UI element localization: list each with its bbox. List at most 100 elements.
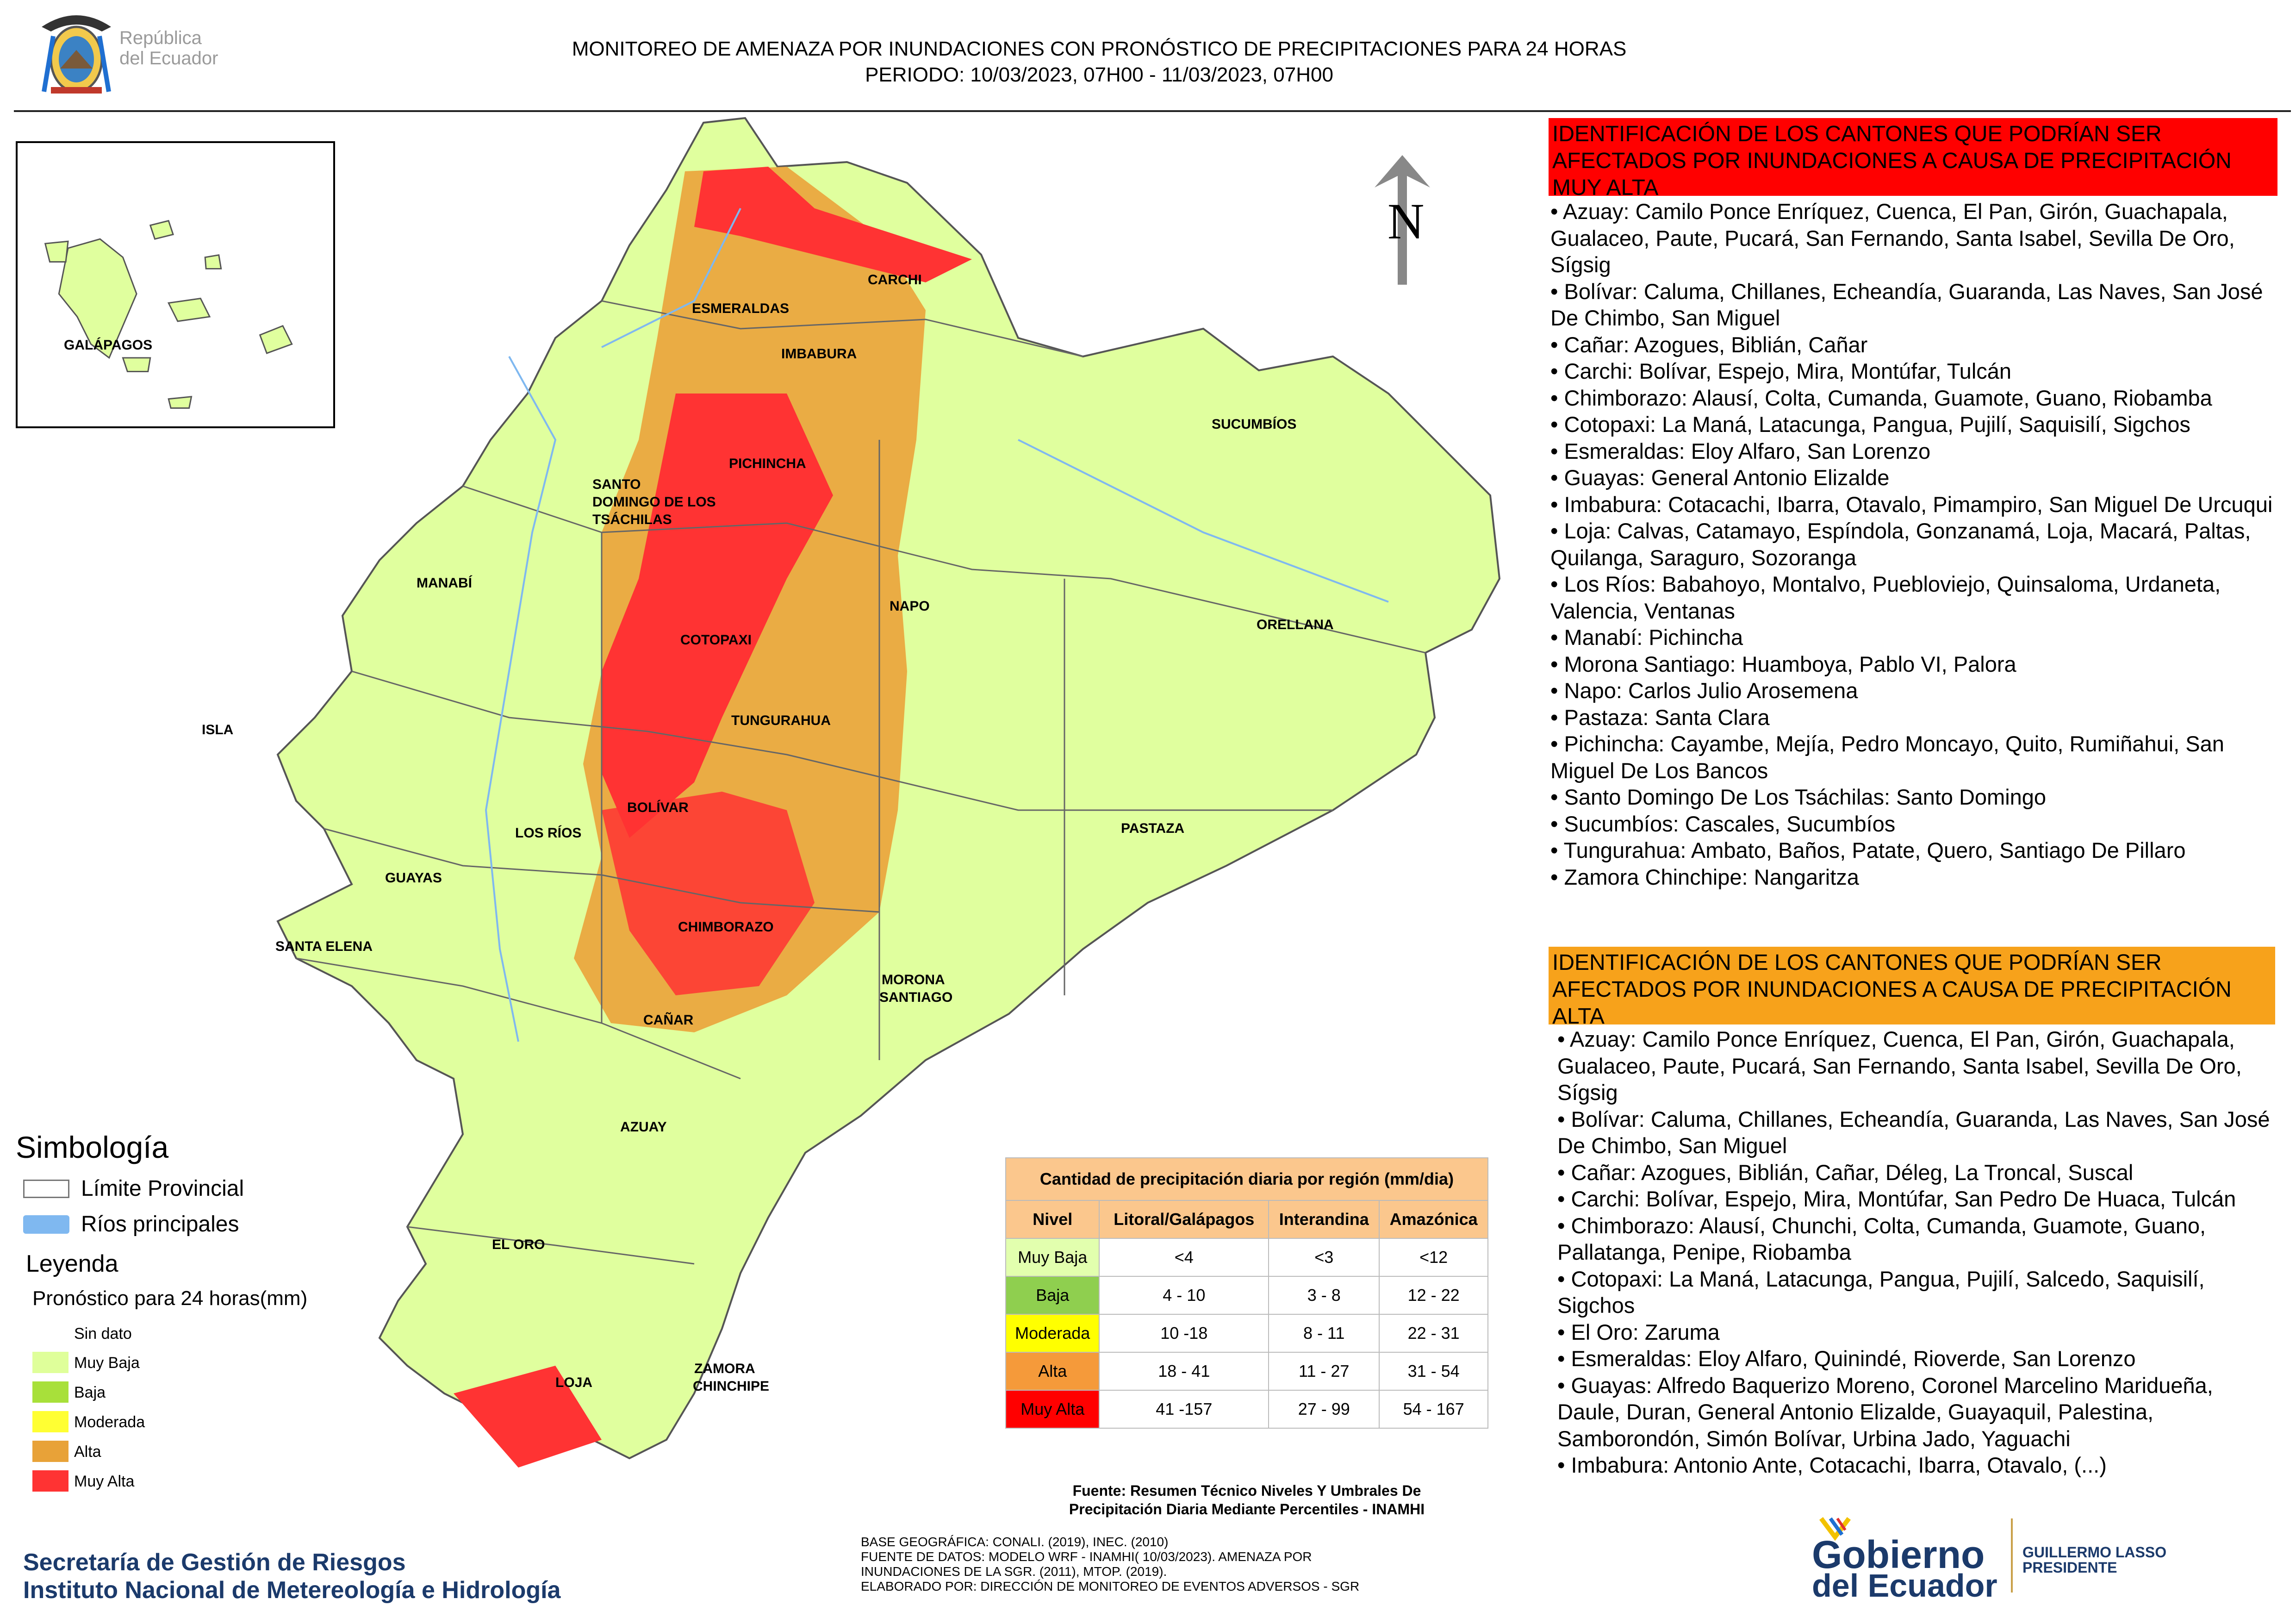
nivel-cell: Muy Alta — [1005, 1390, 1100, 1429]
list-item: • Chimborazo: Alausí, Chunchi, Colta, Cu… — [1557, 1213, 2206, 1265]
list-item: • Carchi: Bolívar, Espejo, Mira, Montúfa… — [1550, 359, 2012, 383]
map-label: MANABÍ — [417, 575, 472, 591]
table-cell: 4 - 10 — [1099, 1276, 1269, 1315]
map-label: TSÁCHILAS — [592, 512, 672, 527]
list-item: • El Oro: Zaruma — [1557, 1319, 1720, 1344]
list-item: • Tungurahua: Ambato, Baños, Patate, Que… — [1550, 838, 2186, 862]
map-label-galapagos: GALÁPAGOS — [64, 337, 153, 353]
limite-label: Límite Provincial — [81, 1176, 244, 1201]
pronostico-title: Pronóstico para 24 horas(mm) — [32, 1287, 308, 1310]
list-item: • Imbabura: Antonio Ante, Cotacachi, Iba… — [1557, 1453, 2107, 1477]
table-cell: 27 - 99 — [1268, 1390, 1380, 1429]
class-swatch-muy-alta — [32, 1470, 68, 1492]
list-item: • Guayas: General Antonio Elizalde — [1550, 465, 1890, 490]
simbologia-title: Simbología — [16, 1130, 169, 1164]
map-label: ESMERALDAS — [692, 301, 790, 316]
map-label: PICHINCHA — [729, 456, 806, 471]
precipitation-table: Cantidad de precipitación diaria por reg… — [1005, 1157, 1488, 1429]
map-label: CHINCHIPE — [693, 1379, 770, 1394]
map-label: SANTIAGO — [879, 990, 953, 1005]
list-item: • Pastaza: Santa Clara — [1550, 705, 1770, 730]
table-row: Moderada 10 -18 8 - 11 22 - 31 — [1005, 1314, 1488, 1353]
map-title: MONITOREO DE AMENAZA POR INUNDACIONES CO… — [572, 37, 1627, 86]
map-label: NAPO — [890, 599, 930, 614]
class-label: Moderada — [74, 1413, 145, 1431]
table-source: Fuente: Resumen Técnico Niveles Y Umbral… — [1069, 1482, 1425, 1518]
table-row: Muy Alta 41 -157 27 - 99 54 - 167 — [1005, 1390, 1488, 1429]
map-label: EL ORO — [492, 1237, 545, 1252]
list-item: • Bolívar: Caluma, Chillanes, Echeandía,… — [1550, 279, 2263, 331]
table-row: Muy Baja <4 <3 <12 — [1005, 1238, 1488, 1277]
map-label: LOS RÍOS — [515, 825, 582, 841]
coat-of-arms-icon — [42, 15, 111, 94]
rios-swatch — [23, 1215, 69, 1234]
republic-text: República del Ecuador — [119, 28, 218, 69]
table-cell: 18 - 41 — [1099, 1352, 1269, 1391]
table-header: Interandina — [1268, 1200, 1380, 1239]
class-label: Alta — [74, 1443, 101, 1461]
class-swatch-moderada — [32, 1411, 68, 1432]
map-label: COTOPAXI — [680, 632, 752, 648]
map-label: SANTO — [592, 477, 641, 492]
table-cell: 12 - 22 — [1379, 1276, 1488, 1315]
list-item: • Cañar: Azogues, Biblián, Cañar — [1550, 332, 1868, 357]
muy-alta-zone-north — [694, 167, 972, 282]
class-label: Baja — [74, 1384, 106, 1401]
galapagos-inset: GALÁPAGOS — [16, 141, 335, 428]
map-label: CHIMBORAZO — [678, 919, 774, 935]
gobierno-logo: Gobierno del Ecuador — [1803, 1514, 2006, 1604]
table-header: Litoral/Galápagos — [1099, 1200, 1269, 1239]
class-label: Sin dato — [74, 1325, 132, 1343]
table-cell: 41 -157 — [1099, 1390, 1269, 1429]
list-item: • Manabí: Pichincha — [1550, 625, 1743, 650]
nivel-cell: Moderada — [1005, 1314, 1100, 1353]
table-header: Amazónica — [1379, 1200, 1488, 1239]
class-swatch-muy-baja — [32, 1352, 68, 1373]
sgr-name: Secretaría de Gestión de Riesgos — [23, 1549, 406, 1576]
map-label: DOMINGO DE LOS — [592, 494, 716, 510]
map-label: ORELLANA — [1257, 617, 1334, 632]
table-cell: <12 — [1379, 1238, 1488, 1277]
president-name: GUILLERMO LASSO — [2022, 1544, 2167, 1561]
list-item: • Santo Domingo De Los Tsáchilas: Santo … — [1550, 785, 2047, 809]
map-label: ISLA — [202, 722, 234, 737]
list-item: • Cotopaxi: La Maná, Latacunga, Pangua, … — [1557, 1266, 2205, 1318]
list-item: • Guayas: Alfredo Baquerizo Moreno, Coro… — [1557, 1373, 2213, 1451]
header-divider — [14, 110, 2291, 112]
map-label: IMBABURA — [781, 346, 857, 362]
list-item: • Carchi: Bolívar, Espejo, Mira, Montúfa… — [1557, 1187, 2236, 1211]
class-swatch-baja — [32, 1381, 68, 1403]
leyenda-title: Leyenda — [26, 1250, 118, 1277]
limite-swatch — [23, 1180, 69, 1198]
list-item: • Napo: Carlos Julio Arosemena — [1550, 678, 1858, 703]
table-cell: 31 - 54 — [1379, 1352, 1488, 1391]
list-item: • Cotopaxi: La Maná, Latacunga, Pangua, … — [1550, 412, 2190, 437]
map-label: TUNGURAHUA — [731, 713, 831, 728]
table-row: Baja 4 - 10 3 - 8 12 - 22 — [1005, 1276, 1488, 1315]
nivel-cell: Baja — [1005, 1276, 1100, 1315]
table-caption: Cantidad de precipitación diaria por reg… — [1005, 1157, 1488, 1201]
map-label: SANTA ELENA — [275, 939, 373, 954]
list-item: • Azuay: Camilo Ponce Enríquez, Cuenca, … — [1550, 199, 2235, 277]
map-label: CAÑAR — [643, 1012, 694, 1028]
class-swatch-alta — [32, 1441, 68, 1462]
list-item: • Imbabura: Cotacachi, Ibarra, Otavalo, … — [1550, 492, 2273, 517]
list-item: • Morona Santiago: Huamboya, Pablo VI, P… — [1550, 651, 2016, 676]
alta-list: • Azuay: Camilo Ponce Enríquez, Cuenca, … — [1557, 1026, 2282, 1479]
muy-alta-zone-loja — [454, 1366, 602, 1468]
list-item: • Los Ríos: Babahoyo, Montalvo, Pueblovi… — [1550, 572, 2221, 623]
list-item: • Chimborazo: Alausí, Colta, Cumanda, Gu… — [1550, 385, 2212, 410]
map-label: LOJA — [555, 1375, 593, 1390]
table-cell: 11 - 27 — [1268, 1352, 1380, 1391]
table-cell: 3 - 8 — [1268, 1276, 1380, 1315]
table-header: Nivel — [1005, 1200, 1100, 1239]
north-arrow: N — [1365, 150, 1439, 289]
table-cell: <4 — [1099, 1238, 1269, 1277]
muy-alta-heading: IDENTIFICACIÓN DE LOS CANTONES QUE PODRÍ… — [1549, 118, 2277, 200]
class-swatch-sin-dato — [32, 1324, 68, 1345]
table-row: Alta 18 - 41 11 - 27 31 - 54 — [1005, 1352, 1488, 1391]
nivel-cell: Muy Baja — [1005, 1238, 1100, 1277]
class-label: Muy Baja — [74, 1354, 140, 1372]
class-label: Muy Alta — [74, 1473, 135, 1490]
data-sources: BASE GEOGRÁFICA: CONALI. (2019), INEC. (… — [861, 1535, 1360, 1593]
